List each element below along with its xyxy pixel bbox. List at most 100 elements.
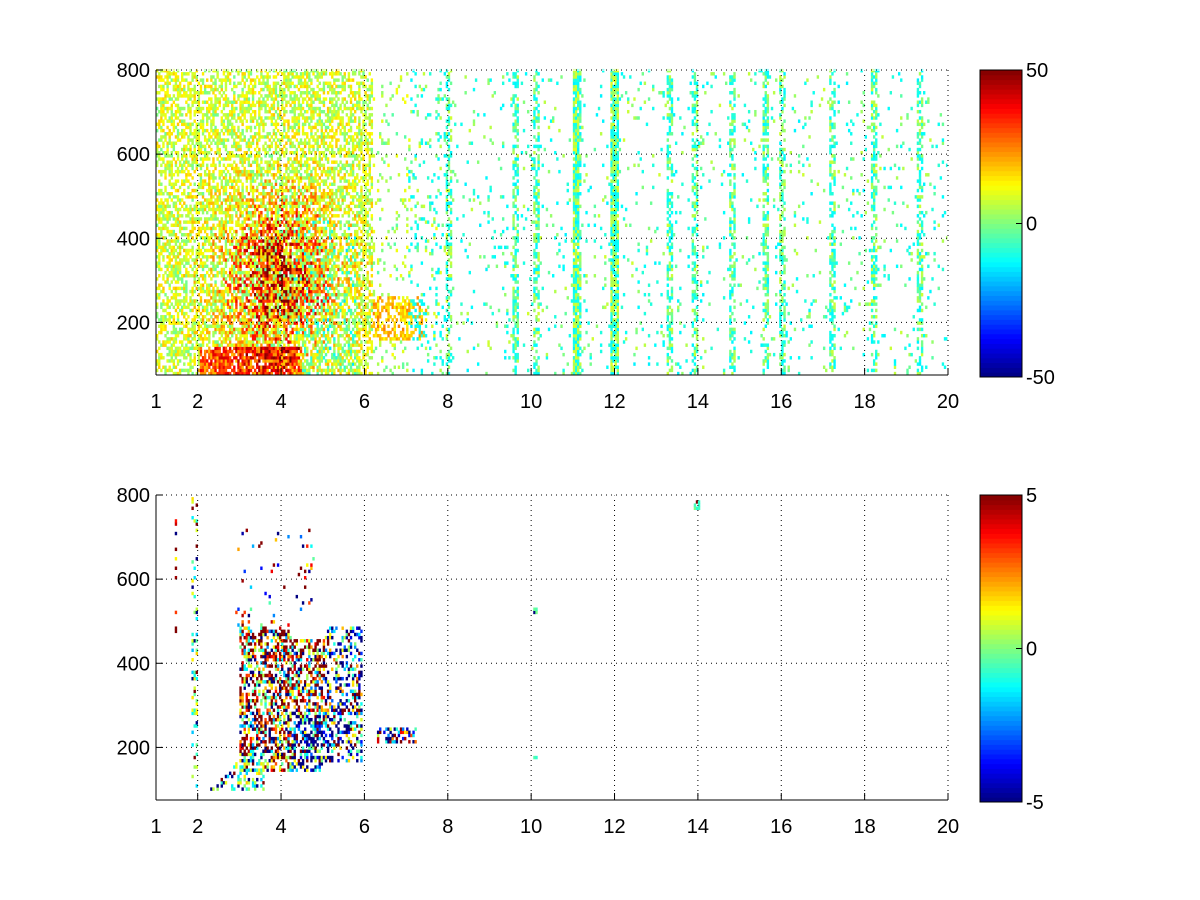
- heatmap-cell: [241, 100, 244, 104]
- heatmap-cell: [258, 163, 261, 168]
- heatmap-cell: [306, 160, 309, 164]
- heatmap-cell: [199, 333, 203, 338]
- heatmap-cell: [241, 318, 244, 322]
- heatmap-cell: [233, 116, 236, 120]
- heatmap-cell: [212, 81, 215, 86]
- heatmap-cell: [185, 204, 188, 209]
- heatmap-cell: [272, 343, 276, 347]
- heatmap-cell: [195, 68, 198, 73]
- heatmap-cell: [212, 251, 215, 256]
- heatmap-cell: [287, 229, 290, 234]
- heatmap-cell: [239, 305, 242, 310]
- heatmap-cell: [260, 296, 263, 300]
- heatmap-cell: [297, 371, 301, 376]
- heatmap-cell: [189, 264, 192, 269]
- heatmap-cell: [264, 109, 267, 114]
- heatmap-cell: [283, 299, 286, 303]
- heatmap-cell: [172, 94, 176, 98]
- heatmap-cell: [262, 308, 265, 313]
- heatmap-cell: [212, 179, 215, 183]
- heatmap-cell: [289, 198, 292, 202]
- heatmap-cell: [303, 255, 307, 259]
- heatmap-cell: [278, 324, 282, 328]
- heatmap-cell: [295, 299, 299, 303]
- heatmap-cell: [237, 239, 240, 243]
- heatmap-cell: [233, 109, 236, 114]
- heatmap-cell: [176, 138, 180, 142]
- heatmap-cell: [260, 198, 263, 202]
- heatmap-cell: [224, 226, 228, 231]
- heatmap-cell: [270, 135, 274, 139]
- heatmap-cell: [181, 327, 184, 332]
- heatmap-cell: [262, 321, 265, 325]
- heatmap-cell: [166, 150, 169, 155]
- heatmap-cell: [208, 349, 211, 354]
- heatmap-cell: [160, 217, 163, 221]
- heatmap-cell: [268, 192, 271, 196]
- heatmap-cell: [193, 160, 196, 164]
- heatmap-cell: [160, 305, 163, 310]
- heatmap-cell: [268, 75, 271, 79]
- heatmap-cell: [283, 94, 286, 98]
- heatmap-cell: [274, 201, 278, 205]
- heatmap-cell: [199, 150, 203, 155]
- heatmap-cell: [220, 217, 223, 221]
- heatmap-cell: [191, 299, 194, 303]
- heatmap-cell: [222, 198, 226, 202]
- heatmap-cell: [291, 239, 294, 243]
- heatmap-cell: [162, 321, 165, 325]
- heatmap-cell: [239, 173, 242, 177]
- heatmap-cell: [289, 72, 292, 76]
- heatmap-cell: [276, 106, 280, 111]
- heatmap-cell: [220, 283, 223, 287]
- heatmap-cell: [241, 327, 244, 332]
- heatmap-cell: [291, 283, 294, 287]
- heatmap-cell: [285, 68, 288, 73]
- heatmap-cell: [293, 160, 296, 164]
- heatmap-cell: [268, 258, 271, 262]
- heatmap-cell: [183, 201, 186, 205]
- heatmap-cell: [166, 100, 169, 104]
- heatmap-cell: [293, 169, 296, 174]
- heatmap-cell: [187, 333, 190, 338]
- heatmap-cell: [201, 72, 205, 76]
- heatmap-cell: [195, 154, 198, 158]
- heatmap-cell: [283, 144, 286, 149]
- heatmap-cell: [178, 299, 182, 303]
- heatmap-cell: [276, 356, 280, 360]
- heatmap-cell: [283, 214, 286, 218]
- heatmap-cell: [266, 352, 269, 357]
- heatmap-cell: [220, 267, 223, 272]
- heatmap-cell: [256, 324, 259, 328]
- heatmap-cell: [206, 311, 209, 316]
- heatmap-cell: [233, 280, 236, 284]
- heatmap-cell: [222, 210, 226, 215]
- heatmap-cell: [272, 242, 276, 246]
- heatmap-cell: [178, 229, 182, 234]
- heatmap-cell: [178, 308, 182, 313]
- heatmap-cell: [270, 371, 274, 376]
- heatmap-cell: [247, 68, 251, 73]
- heatmap-cell: [160, 233, 163, 237]
- heatmap-cell: [249, 292, 253, 297]
- heatmap-cell: [164, 371, 167, 376]
- heatmap-cell: [260, 157, 263, 161]
- heatmap-cell: [247, 138, 251, 142]
- heatmap-cell: [245, 324, 248, 328]
- heatmap-cell: [243, 116, 246, 120]
- heatmap-cell: [316, 119, 319, 123]
- heatmap-cell: [281, 296, 284, 300]
- heatmap-cell: [291, 280, 294, 284]
- heatmap-cell: [264, 179, 267, 183]
- heatmap-cell: [233, 255, 236, 259]
- heatmap-cell: [301, 163, 305, 168]
- heatmap-cell: [233, 352, 236, 357]
- heatmap-cell: [206, 138, 209, 142]
- heatmap-cell: [293, 242, 296, 246]
- heatmap-cell: [166, 91, 169, 95]
- heatmap-cell: [222, 157, 226, 161]
- heatmap-cell: [203, 84, 207, 89]
- heatmap-cell: [189, 195, 192, 199]
- heatmap-cell: [301, 315, 305, 319]
- heatmap-cell: [274, 109, 278, 114]
